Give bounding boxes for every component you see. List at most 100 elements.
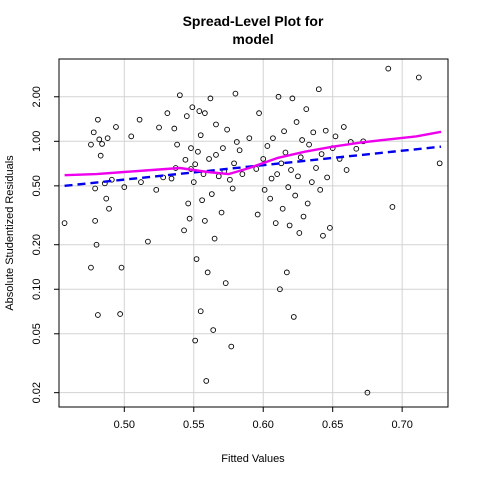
data-point [108, 176, 115, 183]
data-point [88, 141, 94, 148]
data-point [282, 149, 289, 156]
y-tick-label: 2.00 [31, 86, 43, 107]
data-point [186, 215, 193, 222]
data-point [295, 173, 301, 180]
data-point [207, 95, 214, 102]
data-point [313, 165, 319, 171]
x-tick-label: 0.55 [183, 419, 204, 431]
data-point [296, 230, 303, 236]
data-point [353, 145, 360, 152]
axis-ticks: 0.50 0.55 0.60 0.65 0.70 0.02 0.05 0.10 0.20 0.50… [31, 86, 413, 431]
smooth-fit-line [64, 130, 442, 177]
data-point [309, 179, 315, 185]
y-tick-label: 0.50 [31, 175, 43, 196]
data-point [228, 343, 235, 350]
fit-lines [64, 130, 442, 188]
data-point [177, 92, 183, 99]
data-point [204, 269, 211, 276]
data-point [275, 93, 282, 100]
data-point [332, 133, 339, 140]
data-point [297, 154, 304, 161]
data-point [218, 209, 225, 216]
data-point [195, 148, 201, 155]
data-point [90, 129, 97, 136]
data-point [117, 311, 123, 317]
data-point [279, 205, 286, 212]
data-point [213, 151, 219, 158]
data-point [95, 312, 101, 318]
data-point [113, 124, 119, 130]
data-point [274, 171, 280, 177]
data-point [303, 106, 310, 112]
data-point [118, 264, 125, 271]
data-point [232, 90, 239, 97]
data-point [343, 167, 350, 173]
data-point [208, 191, 215, 197]
data-point [145, 238, 151, 245]
grid-lines [59, 59, 448, 407]
data-point [285, 184, 292, 190]
data-point [264, 143, 271, 149]
data-point [315, 86, 322, 93]
data-point [254, 211, 261, 218]
x-tick-label: 0.65 [322, 419, 343, 431]
data-point [286, 222, 293, 229]
data-point [215, 173, 222, 180]
data-point [292, 192, 299, 199]
x-tick-label: 0.60 [253, 419, 274, 431]
data-point [106, 205, 112, 212]
data-point [168, 175, 175, 182]
y-tick-label: 0.10 [31, 279, 43, 300]
data-point [227, 176, 233, 183]
y-axis-label: Absolute Studentized Residuals [4, 155, 16, 311]
data-point [281, 128, 287, 135]
data-point [88, 264, 94, 271]
data-point [138, 179, 144, 185]
data-point [277, 286, 283, 293]
data-point [192, 337, 199, 344]
data-point [188, 145, 194, 151]
data-point [310, 129, 317, 136]
data-point [128, 133, 135, 140]
data-point [224, 126, 230, 133]
data-point [327, 225, 333, 231]
data-point [160, 174, 167, 181]
chart-title-line-2: model [232, 31, 273, 47]
data-point [267, 195, 274, 202]
data-point [364, 389, 371, 396]
data-point [283, 269, 290, 276]
data-point [174, 141, 180, 148]
data-point [320, 232, 326, 239]
data-point [193, 256, 200, 262]
data-point [415, 74, 422, 81]
data-point [278, 160, 285, 167]
data-point [61, 220, 68, 226]
data-point [385, 65, 392, 72]
data-point [288, 167, 294, 173]
data-point [192, 161, 199, 168]
chart-title-line-1: Spread-Level Plot for [183, 13, 324, 29]
data-point [246, 135, 253, 142]
data-point [99, 141, 105, 147]
data-point [290, 314, 297, 320]
data-point [103, 195, 110, 202]
data-point [190, 179, 197, 185]
data-point [236, 147, 243, 154]
data-point [206, 156, 212, 162]
data-point [340, 124, 347, 130]
data-point [93, 241, 100, 248]
y-tick-label: 1.00 [31, 131, 43, 152]
data-point [324, 174, 330, 181]
data-point [96, 136, 103, 143]
y-tick-label: 0.05 [31, 323, 43, 344]
data-point [256, 110, 262, 116]
data-point [231, 160, 237, 167]
data-point [136, 116, 143, 123]
data-point [121, 184, 128, 190]
data-point [104, 135, 111, 142]
data-point [181, 227, 187, 234]
x-axis-label: Fitted Values [221, 453, 285, 465]
data-point [164, 110, 171, 116]
data-point [202, 217, 208, 224]
